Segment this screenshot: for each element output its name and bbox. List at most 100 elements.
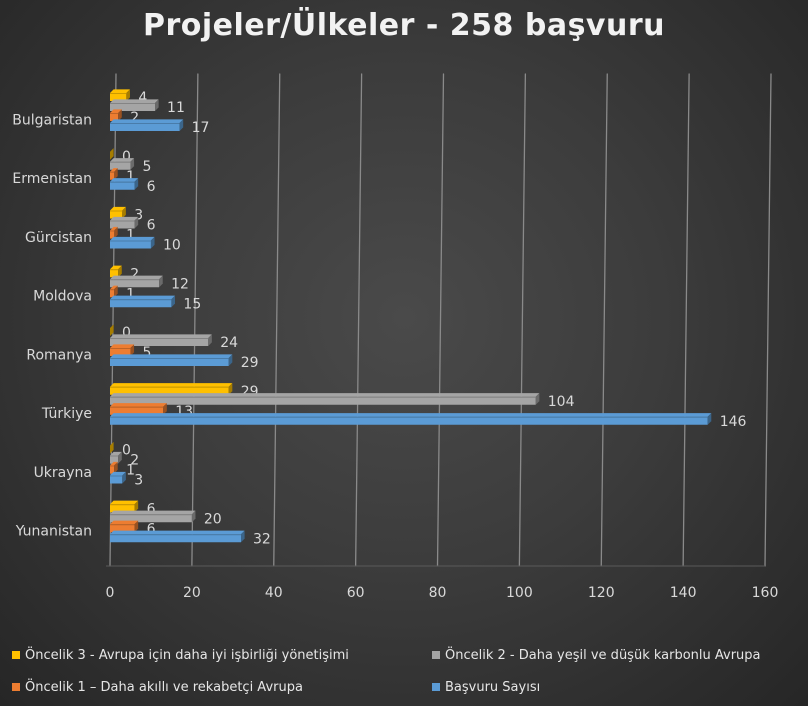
x-tick-label: 0 xyxy=(106,585,115,601)
x-tick-label: 60 xyxy=(347,585,365,601)
legend-item: Başvuru Sayısı xyxy=(432,680,540,695)
bar xyxy=(110,344,135,356)
bar xyxy=(110,354,233,366)
category-label: Moldova xyxy=(33,289,92,305)
data-label: 0 xyxy=(122,149,131,165)
bar xyxy=(110,413,712,425)
category-label: Ermenistan xyxy=(12,171,92,187)
bar xyxy=(110,89,130,101)
data-label: 1 xyxy=(126,463,135,479)
chart-title: Projeler/Ülkeler - 258 başvuru xyxy=(142,8,665,43)
bar xyxy=(110,158,135,170)
bar xyxy=(110,393,540,405)
legend-swatch xyxy=(12,650,20,659)
data-label: 6 xyxy=(147,179,156,195)
data-label: 5 xyxy=(142,159,151,175)
gridline-60 xyxy=(354,73,363,567)
data-label: 104 xyxy=(548,394,575,410)
bar xyxy=(110,295,176,308)
gridline-40 xyxy=(273,73,281,567)
bar xyxy=(110,451,122,464)
data-label: 12 xyxy=(171,276,189,292)
data-label: 2 xyxy=(130,453,139,469)
bar xyxy=(110,510,196,523)
data-label: 1 xyxy=(126,228,135,244)
bar xyxy=(110,324,114,336)
x-tick-label: 80 xyxy=(429,585,447,601)
legend-swatch xyxy=(432,650,440,659)
data-label: 5 xyxy=(142,345,151,361)
legend: Öncelik 3 - Avrupa için daha iyi işbirli… xyxy=(12,644,802,704)
bar xyxy=(110,520,139,533)
data-label: 2 xyxy=(130,266,139,282)
data-label: 6 xyxy=(147,501,156,517)
data-label: 3 xyxy=(134,208,143,224)
bar xyxy=(110,403,167,415)
data-label: 24 xyxy=(220,335,238,351)
x-tick-label: 120 xyxy=(588,585,615,601)
data-label: 32 xyxy=(253,531,271,547)
legend-swatch xyxy=(12,682,20,691)
category-label: Yunanistan xyxy=(15,524,92,540)
legend-label: Öncelik 3 - Avrupa için daha iyi işbirli… xyxy=(25,648,349,663)
data-label: 3 xyxy=(134,473,143,489)
gridline-0 xyxy=(109,73,117,567)
category-label: Gürcistan xyxy=(25,230,92,246)
bar xyxy=(110,471,126,484)
data-label: 1 xyxy=(126,169,135,185)
bar xyxy=(110,178,139,190)
plot-area: 0 20 40 60 80 100 120 140 160Bulgaristan411217Er… xyxy=(12,73,779,601)
data-label: 0 xyxy=(122,325,131,341)
bar xyxy=(110,119,184,131)
gridline-100 xyxy=(518,73,527,567)
bar xyxy=(110,236,155,249)
data-label: 17 xyxy=(192,120,210,136)
x-tick-label: 40 xyxy=(265,585,283,601)
bar xyxy=(110,148,114,160)
category-label: Ukrayna xyxy=(34,465,92,481)
legend-item: Öncelik 1 – Daha akıllı ve rekabetçi Avr… xyxy=(12,680,303,695)
data-label: 11 xyxy=(167,100,185,116)
data-label: 146 xyxy=(720,414,747,430)
data-label: 2 xyxy=(130,110,139,126)
legend-swatch xyxy=(432,682,440,691)
data-label: 4 xyxy=(138,90,147,106)
data-label: 15 xyxy=(183,296,201,312)
data-label: 10 xyxy=(163,238,181,254)
gridline-160 xyxy=(764,73,772,567)
data-label: 29 xyxy=(241,355,259,371)
data-label: 6 xyxy=(147,218,156,234)
bar xyxy=(110,500,139,513)
bar xyxy=(110,383,233,395)
x-tick-label: 100 xyxy=(506,585,533,601)
data-label: 0 xyxy=(122,443,131,459)
x-tick-label: 140 xyxy=(670,585,697,601)
category-label: Romanya xyxy=(26,347,92,363)
gridline-140 xyxy=(682,73,690,567)
legend-label: Öncelik 1 – Daha akıllı ve rekabetçi Avr… xyxy=(25,680,303,695)
bar xyxy=(110,226,118,239)
category-label: Bulgaristan xyxy=(12,112,92,128)
bar xyxy=(110,285,118,298)
gridline-80 xyxy=(436,73,445,567)
legend-item: Öncelik 3 - Avrupa için daha iyi işbirli… xyxy=(12,648,349,663)
legend-item: Öncelik 2 - Daha yeşil ve düşük karbonlu… xyxy=(432,648,761,663)
bar xyxy=(110,461,118,474)
bar xyxy=(110,99,159,111)
x-tick-label: 160 xyxy=(752,585,779,601)
bar xyxy=(110,216,139,229)
bar xyxy=(110,206,126,219)
legend-label: Öncelik 2 - Daha yeşil ve düşük karbonlu… xyxy=(445,648,761,663)
x-tick-label: 20 xyxy=(183,585,201,601)
bar xyxy=(110,275,163,288)
bar xyxy=(110,441,114,454)
data-label: 20 xyxy=(204,511,222,527)
bar xyxy=(110,530,245,543)
legend-label: Başvuru Sayısı xyxy=(445,680,541,695)
category-label: Türkiye xyxy=(41,406,92,422)
bar xyxy=(110,334,212,346)
gridline-120 xyxy=(600,73,608,567)
data-label: 6 xyxy=(147,521,156,537)
gridline-20 xyxy=(191,73,199,567)
